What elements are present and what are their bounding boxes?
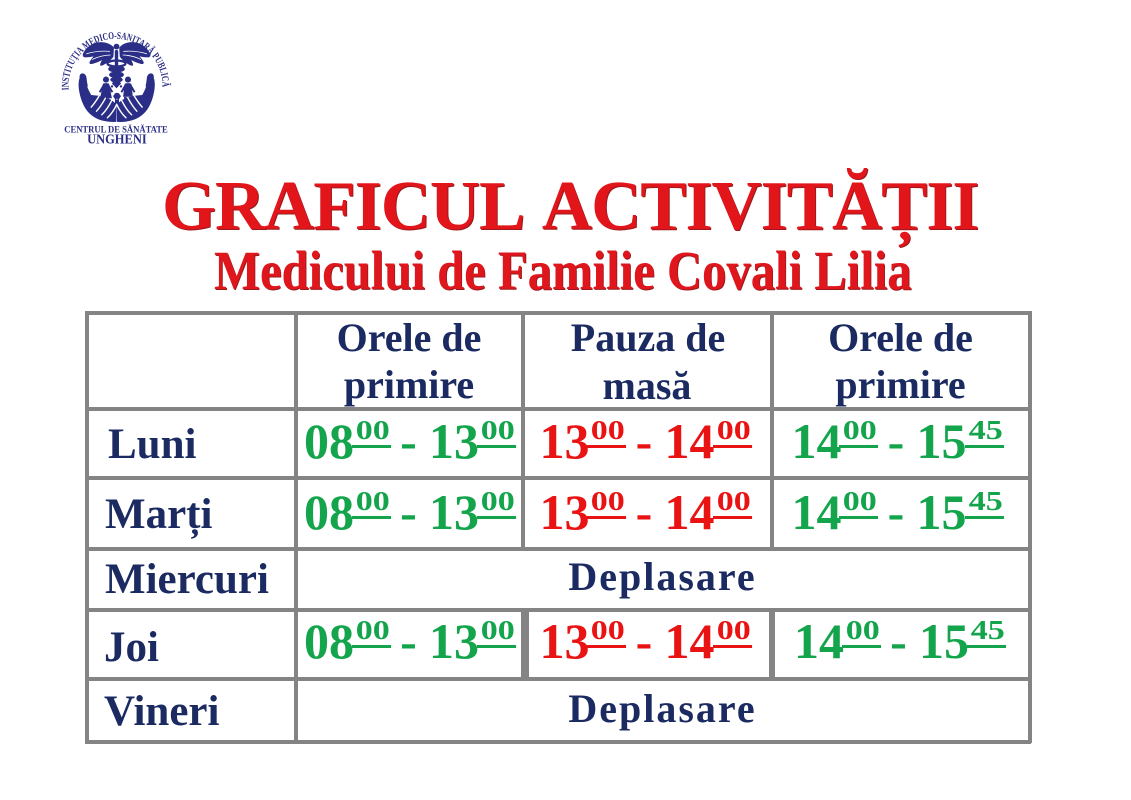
svg-text:CENTRUL DE SĂNĂTATE: CENTRUL DE SĂNĂTATE	[64, 124, 168, 136]
svg-text:UNGHENI: UNGHENI	[87, 132, 147, 147]
